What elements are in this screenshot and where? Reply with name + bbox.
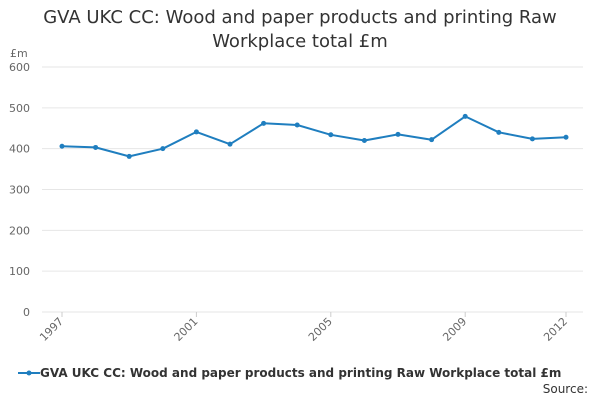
x-tick-label: 2012	[541, 315, 570, 344]
data-point	[294, 122, 300, 128]
series-line	[61, 115, 567, 158]
legend[interactable]: GVA UKC CC: Wood and paper products and …	[18, 366, 561, 380]
legend-series-label: GVA UKC CC: Wood and paper products and …	[40, 366, 562, 380]
data-point	[395, 131, 401, 137]
data-point	[563, 134, 569, 140]
x-tick-label: 1997	[37, 315, 66, 344]
data-point	[529, 136, 535, 142]
legend-series-marker	[18, 370, 40, 376]
x-tick-label: 2005	[306, 315, 335, 344]
data-point	[93, 144, 99, 150]
data-point	[328, 132, 334, 138]
data-point	[429, 137, 435, 143]
data-point	[59, 143, 65, 149]
data-point	[193, 129, 199, 135]
data-point	[261, 120, 267, 126]
y-axis-label: £m	[10, 47, 28, 60]
data-point	[160, 146, 166, 152]
source-label: Source:	[542, 382, 588, 396]
chart-title: GVA UKC CC: Wood and paper products and …	[43, 7, 557, 52]
data-point	[126, 153, 132, 159]
y-tick-label: 100	[9, 265, 30, 278]
y-tick-label: 300	[9, 184, 30, 197]
y-tick-label: 600	[9, 61, 30, 74]
y-tick-label: 400	[9, 143, 30, 156]
data-point	[496, 129, 502, 135]
data-point	[462, 113, 468, 119]
x-tick-label: 2009	[440, 315, 469, 344]
data-point	[227, 141, 233, 147]
x-tick-label: 2001	[172, 315, 201, 344]
y-tick-label: 0	[23, 306, 30, 319]
y-tick-label: 500	[9, 102, 30, 115]
y-tick-label: 200	[9, 224, 30, 237]
data-point	[361, 138, 367, 143]
